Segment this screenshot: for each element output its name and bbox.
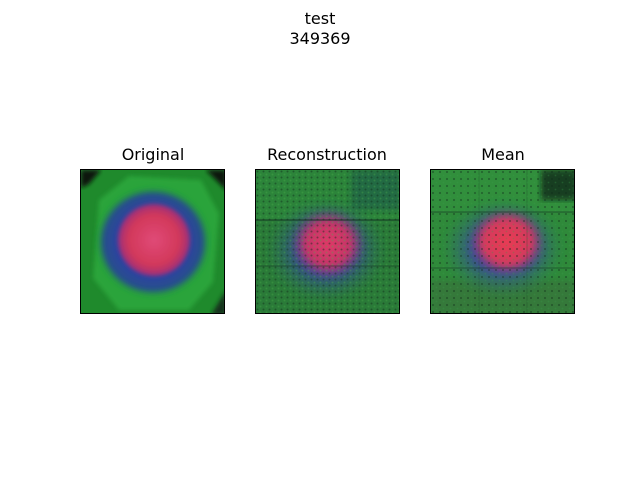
figure-title-line2: 349369	[289, 29, 351, 48]
original-image	[80, 169, 225, 314]
mean-image	[430, 169, 575, 314]
reconstruction-image	[255, 169, 400, 314]
panel-title-original: Original	[121, 145, 185, 164]
panel-title-reconstruction: Reconstruction	[267, 145, 387, 164]
figure-title-line1: test	[304, 9, 336, 28]
panel-title-mean: Mean	[481, 145, 525, 164]
